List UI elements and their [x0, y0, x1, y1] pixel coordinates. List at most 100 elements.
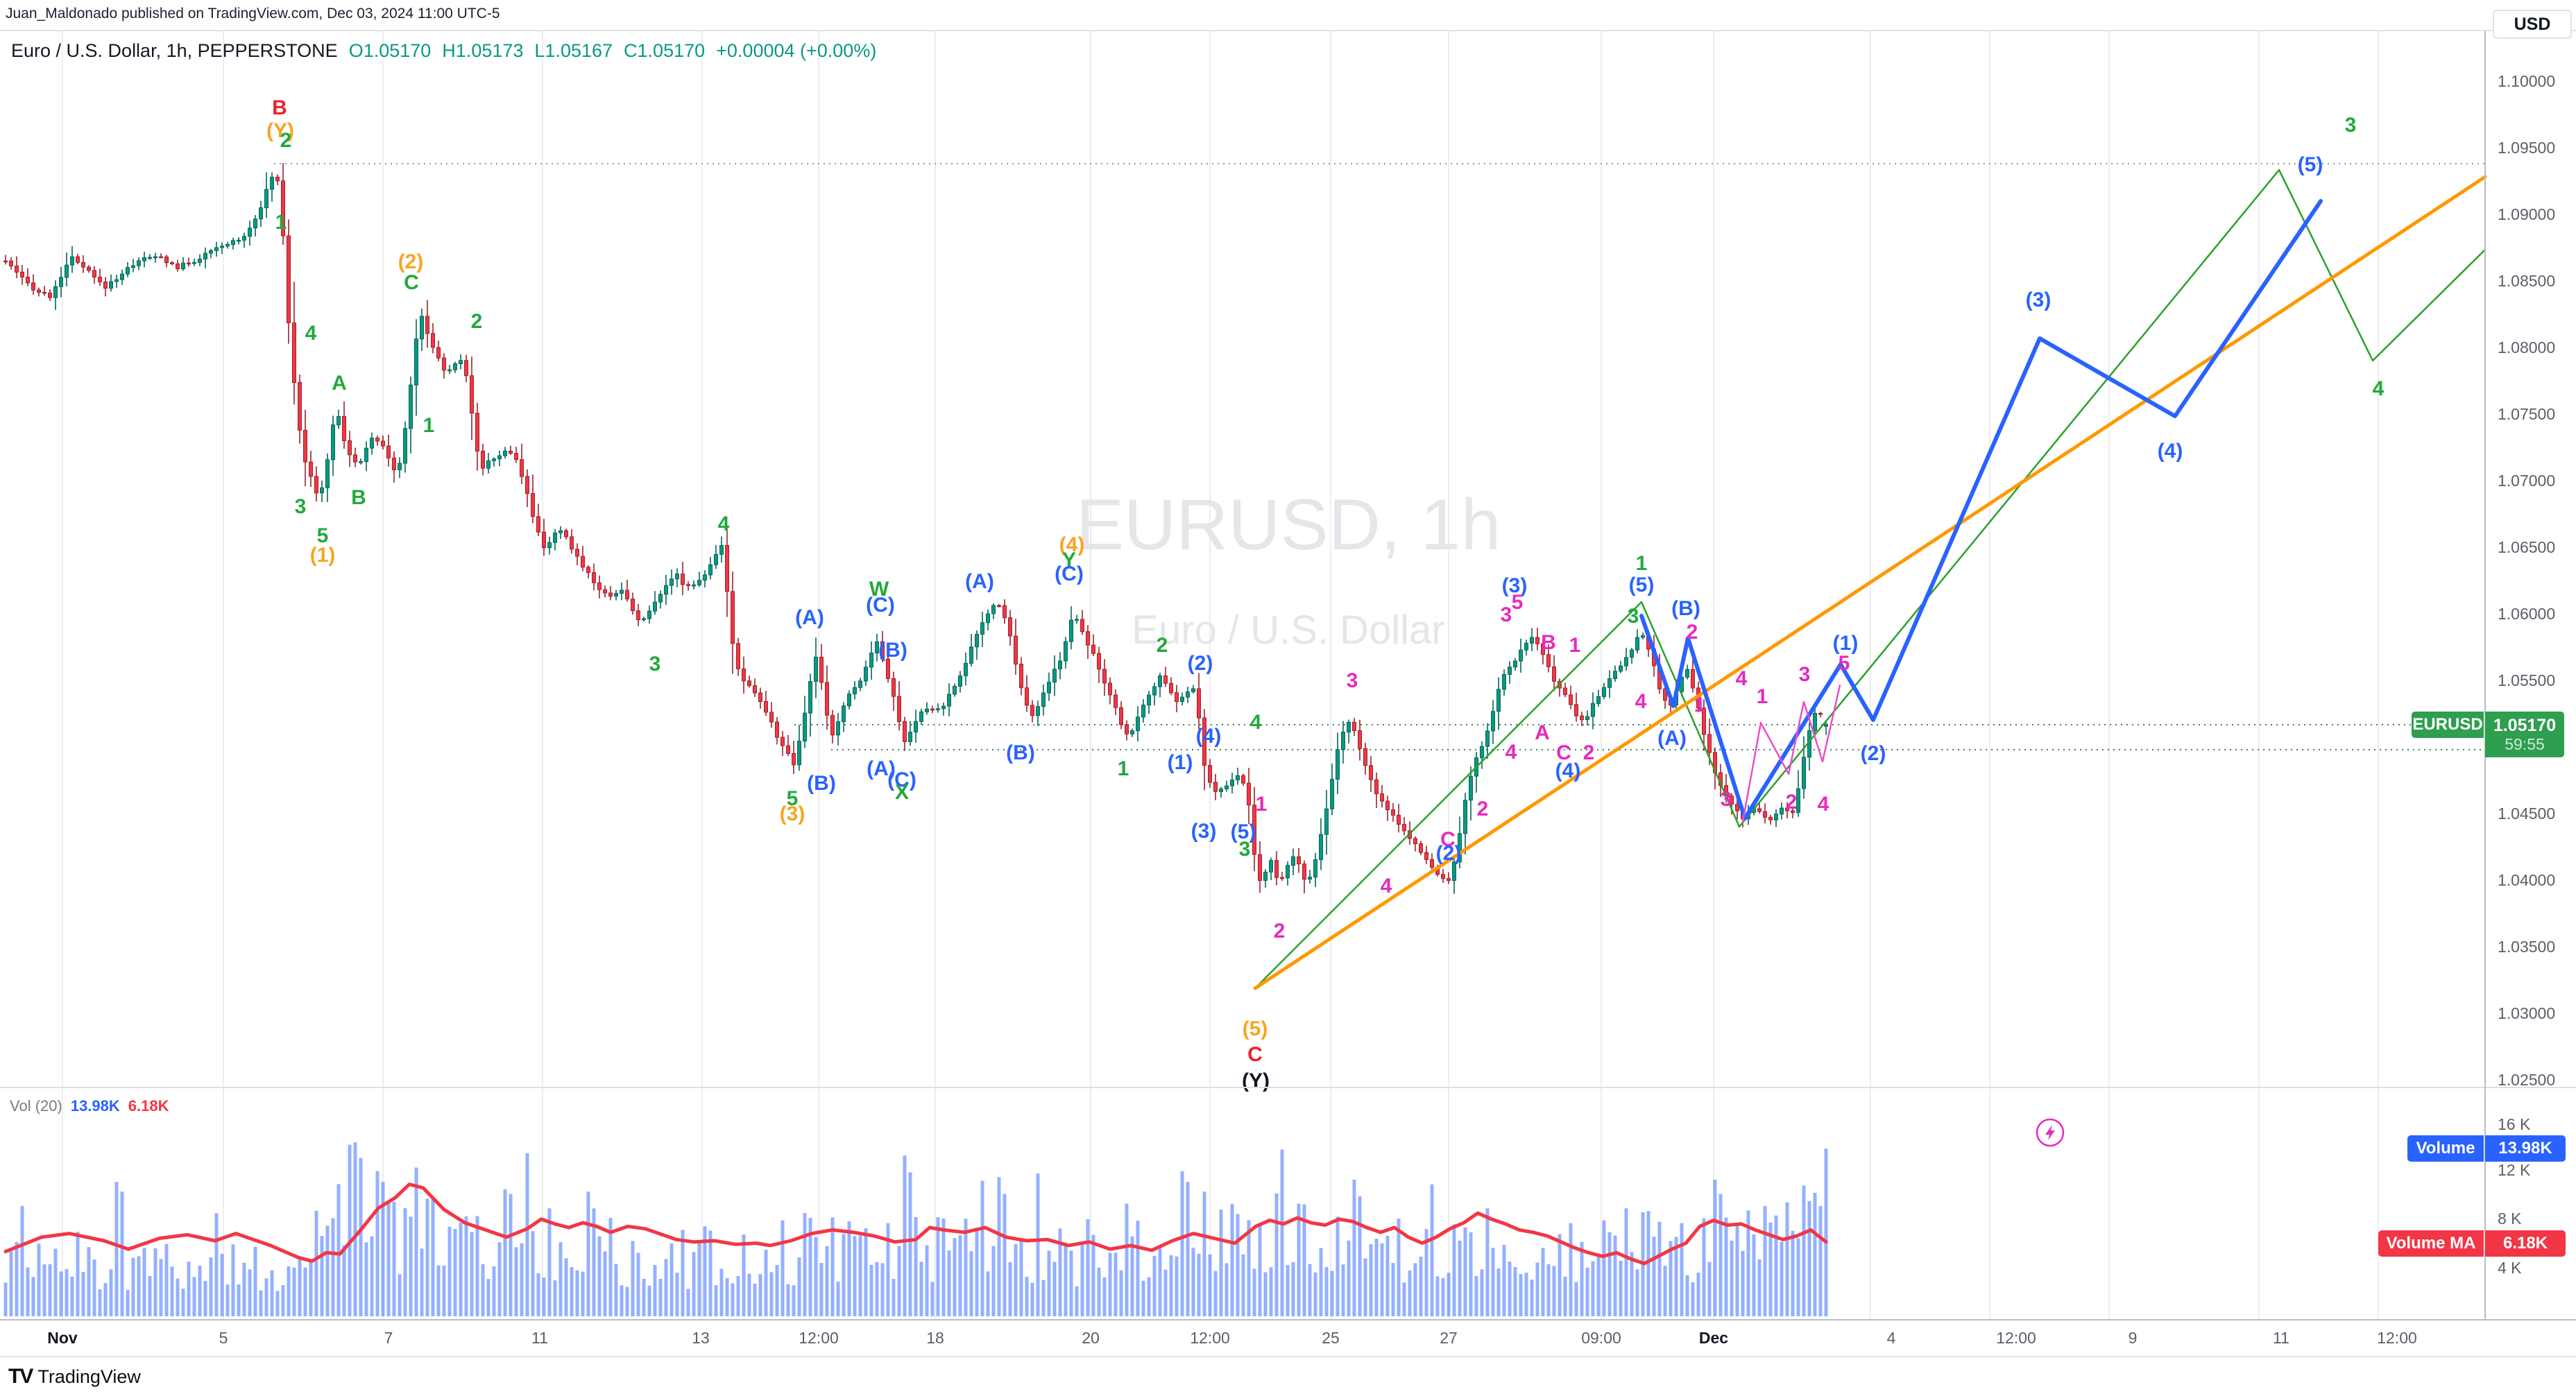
volume-bar [997, 1177, 1001, 1316]
candle [953, 686, 957, 695]
volume-bar [76, 1232, 80, 1316]
volume-ma-line [3, 1182, 1828, 1266]
time-tick-label: Dec [1698, 1329, 1729, 1347]
time-tick-label: 9 [2128, 1329, 2138, 1347]
volume-bar [181, 1289, 185, 1316]
candle [597, 582, 602, 590]
volume-bar [353, 1142, 357, 1316]
candle [109, 281, 113, 289]
volume-tick-label: 12 K [2498, 1161, 2531, 1179]
volume-bar [575, 1270, 579, 1316]
price-tick-label: 1.03000 [2498, 1004, 2556, 1022]
wave-label: 2 [1583, 741, 1595, 764]
volume-bar [409, 1216, 413, 1316]
volume-bar [281, 1285, 285, 1316]
candle [797, 741, 801, 766]
candle [1297, 856, 1301, 865]
price-tick-label: 1.06000 [2498, 605, 2556, 623]
volume-legend[interactable]: Vol (20) 13.98K 6.18K [10, 1097, 169, 1115]
candle [1163, 675, 1168, 684]
candle [1274, 860, 1279, 878]
volume-bar [764, 1250, 768, 1316]
volume-bar [1141, 1280, 1145, 1316]
time-tick-label: 11 [531, 1329, 548, 1347]
volume-bar [1508, 1262, 1512, 1316]
volume-bar [1791, 1230, 1795, 1316]
volume-bar [1807, 1201, 1811, 1316]
lightning-circle-icon [2036, 1118, 2065, 1147]
candle [1419, 843, 1423, 853]
candle [681, 574, 685, 585]
volume-bar [331, 1218, 335, 1316]
candle [1774, 814, 1778, 820]
symbol-legend[interactable]: Euro / U.S. Dollar, 1h, PEPPERSTONE O1.0… [11, 40, 876, 62]
volume-bar [464, 1216, 468, 1316]
volume-bar [1774, 1215, 1778, 1316]
candle [148, 257, 152, 259]
candle [336, 416, 341, 426]
volume-bar [1619, 1260, 1623, 1316]
candle [1452, 861, 1456, 881]
wave-label: (2) [1436, 842, 1462, 865]
volume-bar [1424, 1229, 1428, 1316]
candle [98, 277, 102, 282]
candle [1208, 765, 1212, 783]
volume-bar [442, 1265, 446, 1316]
candle [714, 553, 718, 565]
volume-bar [719, 1268, 724, 1316]
candle [364, 447, 368, 463]
wave-label: A [332, 372, 347, 395]
volume-tick-label: 8 K [2498, 1210, 2522, 1228]
watermark-name: Euro / U.S. Dollar [1132, 608, 1444, 653]
volume-bar [1047, 1250, 1051, 1316]
candle [231, 240, 235, 245]
candle [375, 438, 379, 442]
volume-bar [259, 1290, 263, 1316]
volume-bar [808, 1218, 812, 1316]
volume-bar [681, 1230, 685, 1316]
candle [392, 457, 396, 470]
volume-bar [1030, 1282, 1034, 1316]
volume-bar [1036, 1173, 1040, 1316]
candle [1524, 642, 1528, 651]
wave-label: X [895, 781, 909, 804]
volume-bar [1308, 1264, 1312, 1316]
volume-bar [1064, 1242, 1068, 1316]
volume-bar [1796, 1238, 1800, 1316]
wave-label: (4) [1196, 725, 1222, 748]
volume-bar [120, 1191, 124, 1316]
volume-bar [403, 1208, 407, 1316]
volume-bar [1818, 1205, 1823, 1316]
candle [653, 601, 657, 612]
volume-bar [370, 1236, 374, 1316]
currency-toggle-button[interactable]: USD [2493, 10, 2572, 39]
ohlc-close: C1.05170 [624, 40, 706, 61]
volume-bar [225, 1284, 230, 1316]
candle [658, 594, 663, 603]
wave-label: (A) [867, 757, 896, 780]
volume-bar [858, 1235, 862, 1316]
candle [1397, 814, 1401, 825]
volume-bar [1685, 1275, 1689, 1316]
candle [1213, 782, 1218, 792]
projection-line-green [1254, 169, 2487, 990]
candle [764, 701, 768, 713]
candle [1019, 664, 1023, 689]
volume-bar [1680, 1223, 1684, 1316]
candle [969, 646, 973, 664]
volume-bar [414, 1167, 418, 1316]
volume-bar [514, 1247, 518, 1316]
volume-bar [1552, 1266, 1556, 1316]
volume-bar [947, 1250, 951, 1316]
volume-bar [1402, 1282, 1406, 1316]
tradingview-logo[interactable]: TV TradingView [8, 1365, 141, 1388]
candle [1369, 765, 1373, 780]
volume-bar [581, 1271, 585, 1316]
candle [1735, 804, 1739, 811]
volume-bar [1591, 1261, 1595, 1316]
volume-bar [597, 1236, 602, 1316]
candle [509, 451, 513, 454]
candle [1530, 637, 1534, 644]
volume-bar [364, 1242, 368, 1316]
